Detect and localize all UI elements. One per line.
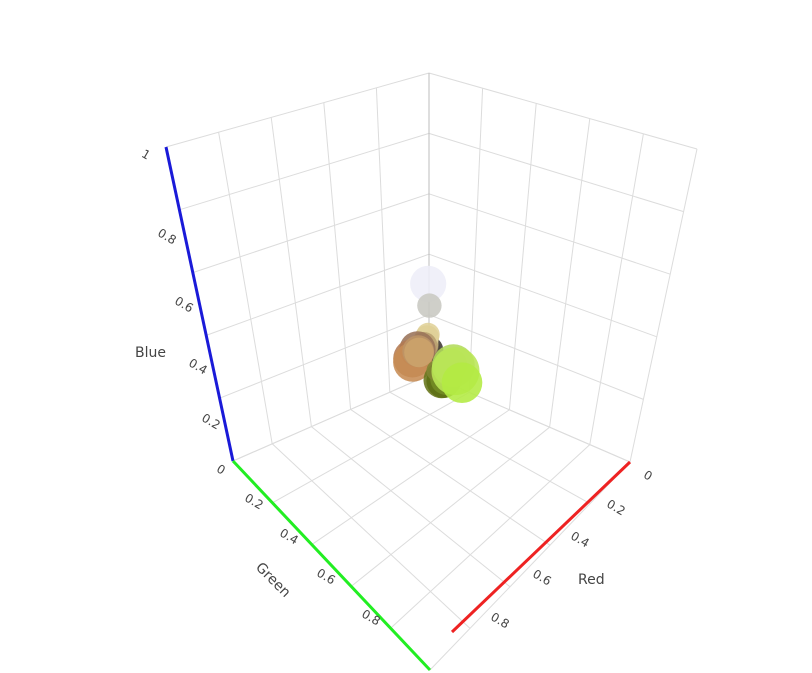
grid-line (323, 102, 352, 410)
z-tick-label: 1 (139, 147, 153, 163)
grid-line (179, 132, 430, 211)
y-axis-title: Green (252, 560, 293, 601)
x-tick-label: 0.2 (604, 497, 628, 519)
grid-line (428, 253, 657, 338)
z-tick-label: 0.2 (199, 411, 223, 433)
grid-line (428, 72, 698, 150)
scatter-point[interactable] (410, 265, 447, 302)
grid-line (232, 374, 430, 462)
grid-line (270, 117, 312, 427)
grid-line (428, 314, 644, 400)
x-tick-label: 0.8 (488, 610, 512, 632)
y-tick-label: 0.8 (359, 607, 383, 629)
grid-line (468, 88, 484, 393)
z-axis-title: Blue (135, 345, 166, 361)
x-axis-title: Red (578, 572, 605, 588)
y-axis-line (231, 459, 432, 672)
z-tick-label: 0.4 (186, 356, 210, 378)
z-tick-label: 0.8 (155, 226, 179, 248)
grid-line (375, 87, 391, 393)
z-tick-label: 0.6 (172, 294, 196, 316)
x-tick-label: 0.4 (568, 529, 592, 551)
grid-line (350, 408, 551, 546)
grid-line (428, 132, 684, 213)
z-tick-label: 0 (214, 462, 228, 478)
grid-line (311, 409, 510, 546)
x-tick-label: 0 (641, 468, 655, 484)
grid-line (629, 148, 698, 463)
grid-line (218, 132, 273, 444)
grid-line (350, 426, 550, 587)
grid-line (272, 391, 470, 504)
grid-line (311, 426, 511, 588)
grid-line (271, 443, 471, 629)
axes-layer (164, 146, 632, 672)
x-tick-label: 0.6 (530, 567, 554, 589)
grid-line (192, 193, 430, 274)
grid-line (429, 461, 631, 671)
grid-line (206, 253, 430, 336)
grid-line (428, 193, 671, 275)
grid-line (219, 314, 430, 399)
grid-line (589, 133, 644, 445)
scatter-point[interactable] (417, 293, 442, 318)
scatter-point[interactable] (404, 337, 434, 368)
grid-line (389, 391, 591, 505)
grid-line (549, 118, 591, 428)
grid-line (390, 444, 591, 629)
x-axis-line (450, 460, 632, 634)
grid-line (508, 103, 537, 410)
scatter-point[interactable] (441, 362, 483, 404)
points-layer[interactable] (393, 265, 483, 404)
z-axis-line (164, 146, 235, 462)
grid-layer (165, 72, 698, 671)
grid-line (165, 72, 430, 148)
